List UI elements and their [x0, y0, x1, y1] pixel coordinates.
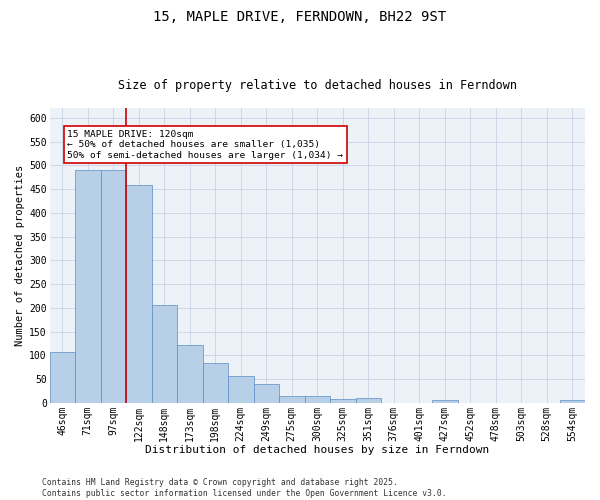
Text: 15 MAPLE DRIVE: 120sqm
← 50% of detached houses are smaller (1,035)
50% of semi-: 15 MAPLE DRIVE: 120sqm ← 50% of detached…	[67, 130, 343, 160]
Title: Size of property relative to detached houses in Ferndown: Size of property relative to detached ho…	[118, 79, 517, 92]
Bar	[50, 352, 75, 403]
Bar	[75, 170, 101, 403]
Bar	[101, 170, 126, 403]
Bar	[152, 304, 177, 403]
Bar	[203, 364, 228, 403]
Bar	[356, 398, 381, 403]
Text: Contains HM Land Registry data © Crown copyright and database right 2025.
Contai: Contains HM Land Registry data © Crown c…	[42, 478, 446, 498]
Bar	[330, 399, 356, 403]
Bar	[228, 376, 254, 403]
Bar	[432, 400, 458, 403]
Y-axis label: Number of detached properties: Number of detached properties	[15, 165, 25, 346]
Bar	[560, 400, 585, 403]
Bar	[305, 396, 330, 403]
Bar	[279, 396, 305, 403]
Bar	[254, 384, 279, 403]
Text: 15, MAPLE DRIVE, FERNDOWN, BH22 9ST: 15, MAPLE DRIVE, FERNDOWN, BH22 9ST	[154, 10, 446, 24]
X-axis label: Distribution of detached houses by size in Ferndown: Distribution of detached houses by size …	[145, 445, 490, 455]
Bar	[126, 186, 152, 403]
Bar	[177, 345, 203, 403]
